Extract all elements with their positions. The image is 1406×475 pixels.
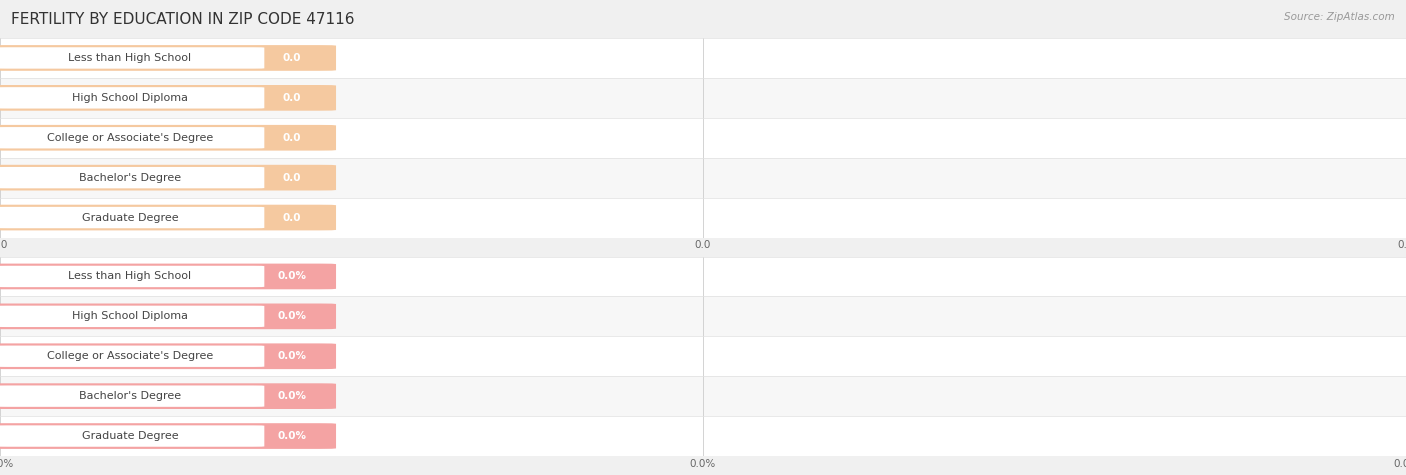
- Bar: [0, 78, 1406, 118]
- FancyBboxPatch shape: [0, 85, 336, 111]
- Text: Bachelor's Degree: Bachelor's Degree: [79, 172, 181, 183]
- FancyBboxPatch shape: [0, 425, 264, 447]
- Bar: [0, 376, 1406, 416]
- Text: 0.0: 0.0: [283, 93, 301, 103]
- Bar: [0, 118, 1406, 158]
- FancyBboxPatch shape: [0, 127, 264, 149]
- Bar: [0, 158, 1406, 198]
- FancyBboxPatch shape: [0, 205, 336, 230]
- FancyBboxPatch shape: [0, 385, 264, 407]
- Text: 0.0%: 0.0%: [277, 271, 307, 282]
- Text: 0.0%: 0.0%: [277, 351, 307, 361]
- FancyBboxPatch shape: [0, 87, 264, 109]
- Text: Less than High School: Less than High School: [69, 271, 191, 282]
- Text: Source: ZipAtlas.com: Source: ZipAtlas.com: [1284, 12, 1395, 22]
- FancyBboxPatch shape: [0, 305, 264, 327]
- Bar: [0, 296, 1406, 336]
- Text: 0.0%: 0.0%: [277, 431, 307, 441]
- Text: High School Diploma: High School Diploma: [72, 93, 188, 103]
- Text: 0.0: 0.0: [283, 133, 301, 143]
- Text: Less than High School: Less than High School: [69, 53, 191, 63]
- Text: Graduate Degree: Graduate Degree: [82, 212, 179, 223]
- FancyBboxPatch shape: [0, 167, 264, 189]
- FancyBboxPatch shape: [0, 304, 336, 329]
- Text: Graduate Degree: Graduate Degree: [82, 431, 179, 441]
- Text: College or Associate's Degree: College or Associate's Degree: [46, 133, 214, 143]
- Text: 0.0: 0.0: [283, 53, 301, 63]
- Bar: [0, 336, 1406, 376]
- FancyBboxPatch shape: [0, 423, 336, 449]
- Bar: [0, 256, 1406, 296]
- Text: FERTILITY BY EDUCATION IN ZIP CODE 47116: FERTILITY BY EDUCATION IN ZIP CODE 47116: [11, 12, 354, 27]
- Text: 0.0: 0.0: [283, 212, 301, 223]
- Text: 0.0%: 0.0%: [277, 391, 307, 401]
- Bar: [0, 198, 1406, 238]
- FancyBboxPatch shape: [0, 383, 336, 409]
- Text: Bachelor's Degree: Bachelor's Degree: [79, 391, 181, 401]
- FancyBboxPatch shape: [0, 343, 336, 369]
- FancyBboxPatch shape: [0, 264, 336, 289]
- Text: College or Associate's Degree: College or Associate's Degree: [46, 351, 214, 361]
- FancyBboxPatch shape: [0, 207, 264, 228]
- Bar: [0, 38, 1406, 78]
- FancyBboxPatch shape: [0, 165, 336, 190]
- Text: 0.0: 0.0: [283, 172, 301, 183]
- Text: 0.0%: 0.0%: [277, 311, 307, 322]
- FancyBboxPatch shape: [0, 45, 336, 71]
- FancyBboxPatch shape: [0, 266, 264, 287]
- Bar: [0, 416, 1406, 456]
- FancyBboxPatch shape: [0, 345, 264, 367]
- Text: High School Diploma: High School Diploma: [72, 311, 188, 322]
- FancyBboxPatch shape: [0, 47, 264, 69]
- FancyBboxPatch shape: [0, 125, 336, 151]
